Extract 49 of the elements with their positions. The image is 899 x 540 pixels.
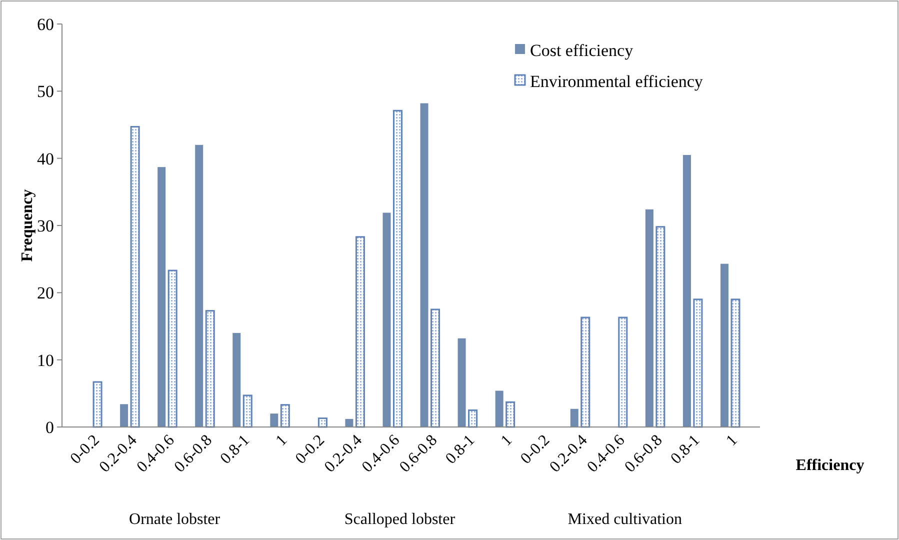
- y-tick-label: 40: [37, 149, 54, 168]
- x-tick-label: 0.8-1: [217, 432, 253, 468]
- bar: [458, 338, 466, 427]
- bar: [242, 394, 252, 428]
- bar: [506, 401, 516, 428]
- bar: [120, 404, 128, 427]
- text: Mixed cultivation: [568, 511, 682, 528]
- bar: [682, 154, 691, 427]
- bar: [495, 390, 504, 427]
- bar: [570, 408, 578, 427]
- bar: [355, 236, 365, 428]
- x-tick-label: 1: [498, 432, 516, 450]
- bar: [468, 409, 478, 428]
- bar: [158, 167, 166, 427]
- x-tick-label: 1: [272, 432, 290, 450]
- bar: [382, 212, 391, 427]
- bar: [645, 209, 654, 427]
- bar: [92, 381, 102, 428]
- text: Ornate lobster: [129, 511, 221, 528]
- bar: [318, 418, 328, 428]
- x-tick-label: 1: [723, 432, 741, 450]
- bar: [392, 110, 402, 428]
- y-tick-label: 50: [37, 82, 54, 102]
- bar: [730, 298, 740, 428]
- y-tick-label: 60: [37, 14, 54, 34]
- text: Scalloped lobster: [344, 511, 456, 528]
- bar: [580, 316, 590, 428]
- y-axis-title: Frequency: [19, 189, 36, 262]
- bar: [205, 310, 215, 428]
- bar: [618, 316, 628, 428]
- bar: [656, 226, 666, 428]
- legend-label: Environmental efficiency: [530, 72, 704, 91]
- y-tick-label: 30: [37, 216, 54, 236]
- bar: [720, 264, 728, 427]
- y-tick-label: 20: [37, 284, 54, 303]
- x-axis-title: Efficiency: [796, 457, 864, 474]
- bar: [195, 144, 204, 427]
- bar: [430, 308, 440, 428]
- bar: [345, 418, 354, 427]
- bar: [270, 414, 278, 427]
- bar: [168, 270, 178, 428]
- legend-label: Cost efficiency: [530, 40, 634, 60]
- y-tick-label: 10: [37, 350, 54, 370]
- bar: [232, 332, 241, 427]
- bar: [130, 126, 140, 428]
- bar: [693, 298, 703, 428]
- bar: [280, 404, 290, 428]
- y-tick-label: 0: [46, 418, 54, 437]
- bar: [420, 103, 428, 427]
